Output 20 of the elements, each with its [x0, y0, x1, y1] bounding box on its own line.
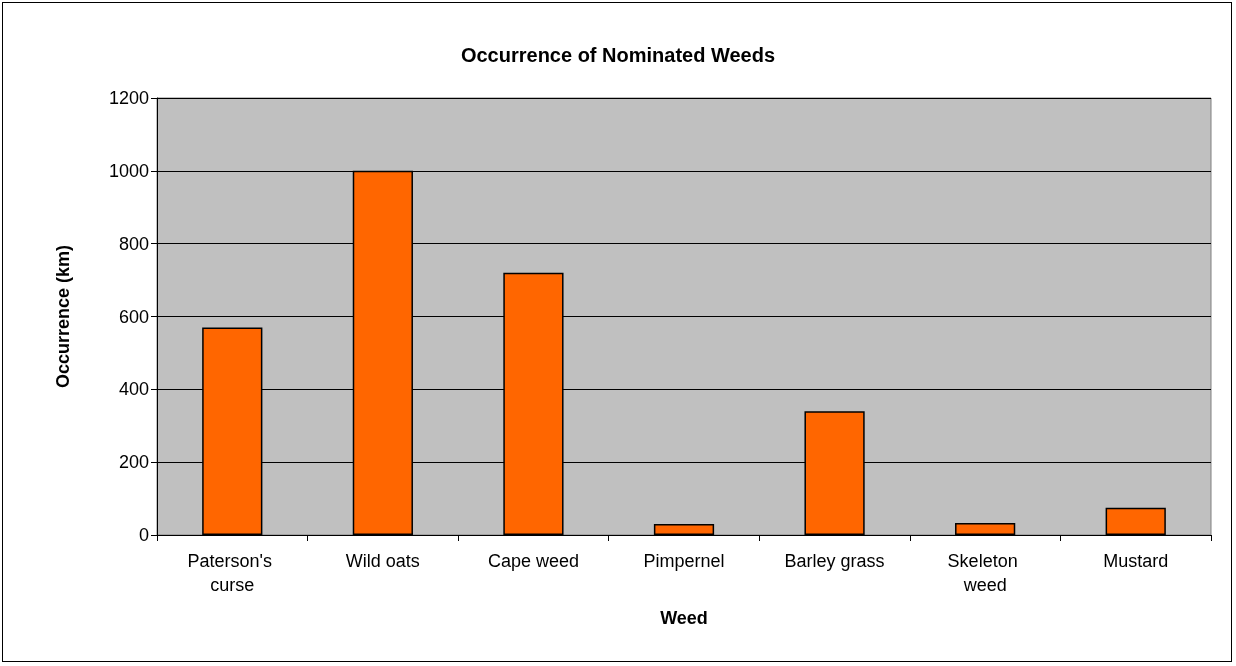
- y-tick-label: 200: [118, 452, 149, 473]
- y-tick-label: 0: [138, 525, 149, 545]
- x-tick-label: Barley grass: [784, 551, 885, 571]
- x-tick-label: Cape weed: [487, 551, 579, 571]
- bar: [955, 522, 1016, 535]
- y-tick-label: 400: [118, 379, 149, 400]
- bar: [653, 524, 715, 535]
- y-tick-label: 800: [118, 233, 149, 254]
- x-axis-title: Weed: [660, 608, 708, 628]
- x-tick-label: Skeleton weed: [947, 551, 1023, 595]
- x-tick-label: Pimpernel: [643, 551, 725, 571]
- y-tick-label: 600: [118, 306, 149, 327]
- bar: [1105, 507, 1166, 535]
- x-tick-label: Paterson's curse: [187, 551, 278, 595]
- y-axis-title: Occurrence (km): [53, 244, 73, 389]
- chart-title: Occurrence of Nominated Weeds: [460, 44, 776, 66]
- y-tick-label: 1200: [108, 88, 149, 108]
- x-tick-label: Mustard: [1103, 551, 1169, 571]
- x-tick-label: Wild oats: [345, 551, 420, 571]
- y-tick-label: 1000: [108, 160, 149, 181]
